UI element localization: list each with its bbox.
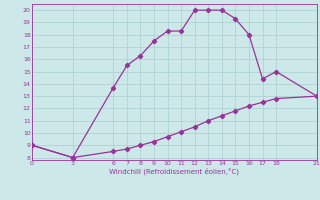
X-axis label: Windchill (Refroidissement éolien,°C): Windchill (Refroidissement éolien,°C) bbox=[109, 168, 239, 175]
